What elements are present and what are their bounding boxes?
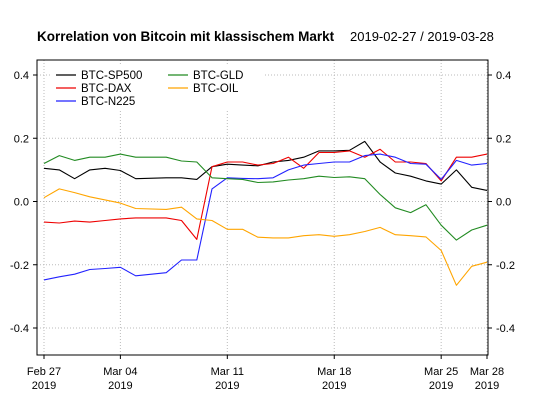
x-tick-label-year: 2019: [429, 380, 453, 392]
y-tick-label-left: 0.4: [14, 70, 29, 82]
y-tick-label-right: 0.0: [496, 197, 511, 209]
series-line-btc-sp500: [43, 140, 488, 191]
x-tick-label-year: 2019: [32, 380, 56, 392]
y-tick-label-left: 0.0: [14, 197, 29, 209]
x-tick-label-year: 2019: [215, 380, 239, 392]
y-tick-label-right: 0.2: [496, 133, 511, 145]
x-tick-label-year: 2019: [108, 380, 132, 392]
legend-label: BTC-GLD: [193, 70, 243, 82]
series-line-btc-oil: [43, 188, 488, 286]
y-tick-label-right: 0.4: [496, 70, 511, 82]
legend-label: BTC-SP500: [81, 70, 142, 82]
x-tick-label-year: 2019: [322, 380, 346, 392]
y-tick-label-right: -0.4: [496, 323, 515, 335]
chart-title: Korrelation von Bitcoin mit klassischem …: [37, 29, 335, 44]
x-tick-label-date: Mar 11: [211, 366, 244, 378]
x-tick-label-year: 2019: [475, 380, 499, 392]
x-tick-label-date: Mar 04: [103, 366, 137, 378]
legend-label: BTC-DAX: [81, 83, 132, 95]
legend-label: BTC-OIL: [193, 83, 239, 95]
y-tick-label-right: -0.2: [496, 260, 515, 272]
y-tick-label-left: 0.2: [14, 133, 29, 145]
series-line-btc-n225: [43, 153, 488, 281]
x-axis-ticks: Feb 27 2019 Mar 04 2019 Mar 11 2019 Mar 18 2019…: [27, 355, 504, 392]
series-line-btc-gld: [43, 153, 488, 241]
plot-frame: [36, 59, 489, 356]
y-tick-label-left: -0.4: [10, 323, 29, 335]
x-tick-label-date: Feb 27: [27, 366, 61, 378]
date-range-label: 2019-02-27 / 2019-03-28: [350, 29, 494, 44]
legend-label: BTC-N225: [81, 96, 135, 108]
y-axis-ticks: 0.4 0.4 0.2 0.2 0.0 0.0 -0.2 -0.2 -0.4 -0.4: [10, 70, 515, 335]
series-lines: [43, 140, 488, 286]
y-tick-label-left: -0.2: [10, 260, 29, 272]
x-tick-label-date: Mar 25: [424, 366, 458, 378]
series-line-btc-dax: [43, 148, 488, 240]
x-tick-label-date: Mar 18: [317, 366, 351, 378]
legend-background: [50, 66, 265, 111]
x-tick-label-date: Mar 28: [470, 366, 504, 378]
